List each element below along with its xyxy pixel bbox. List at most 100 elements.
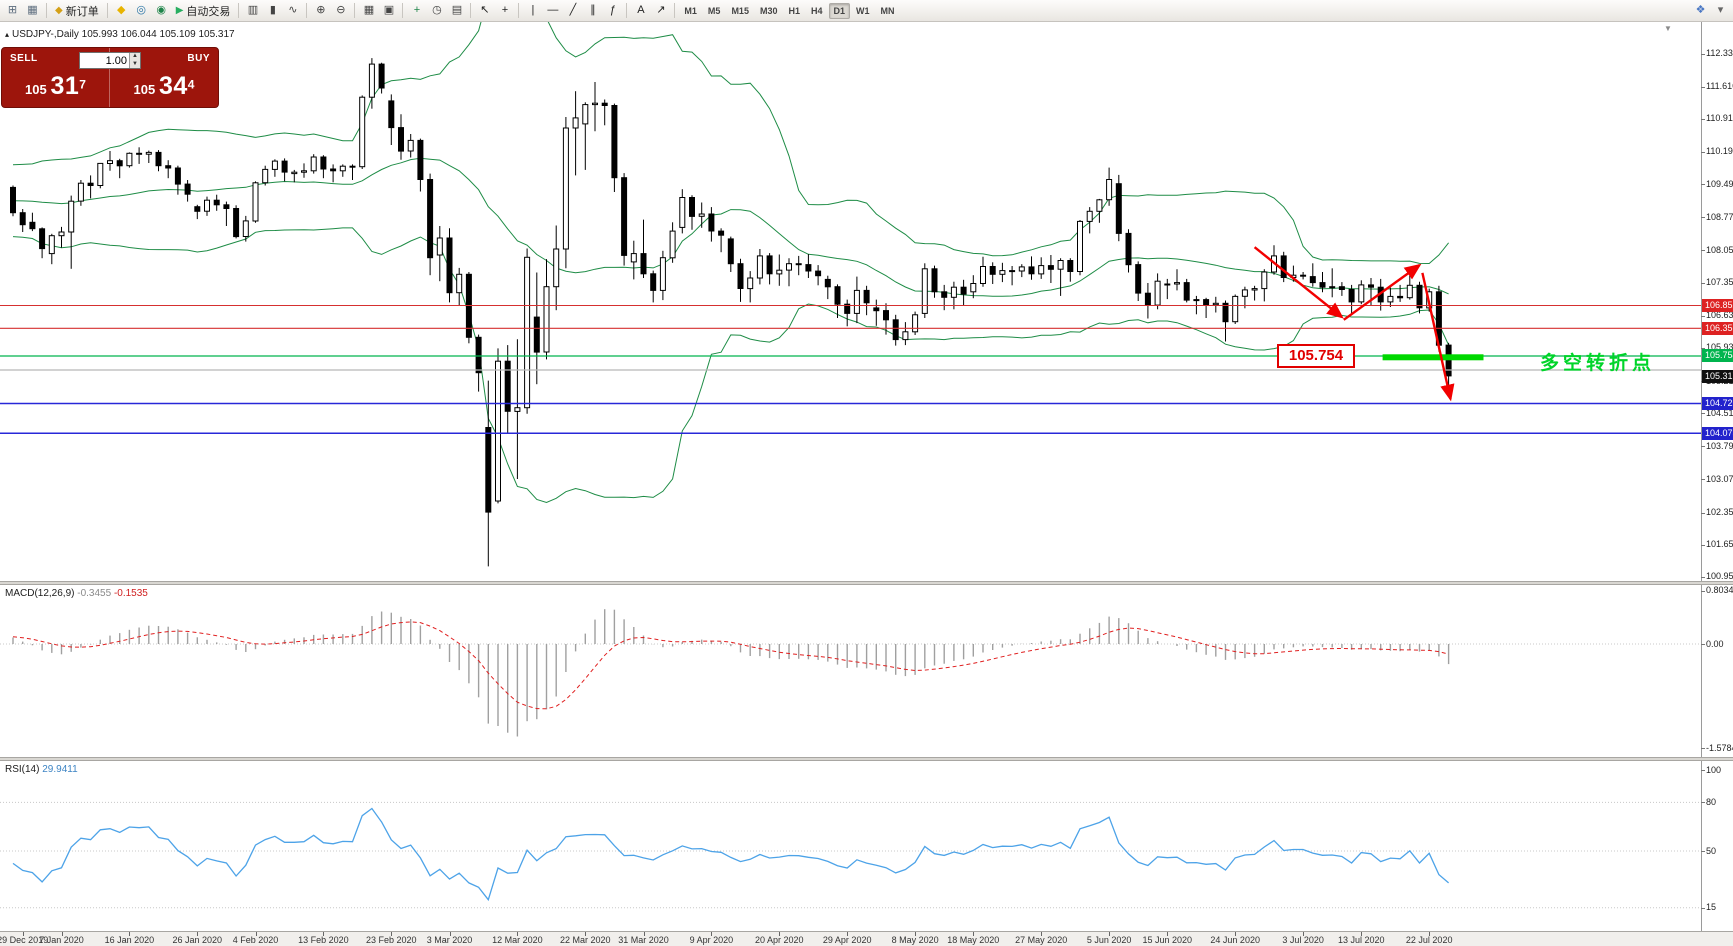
toolbar: ⊞ ▦ ◆ 新订单 ◆ ◎ ◉ ▶ 自动交易 ▥ ▮ ∿ ⊕ ⊖ ▦ ▣ + ◷ ▤ ↖ + | — ╱ ∥ ƒ A ↗ M1 M5 M15…: [0, 0, 1733, 22]
periods-icon[interactable]: ◷: [432, 3, 442, 16]
lot-decrease-button[interactable]: ▼: [130, 60, 140, 68]
rsi-axis-label: 80: [1706, 796, 1717, 807]
date-tick: [973, 932, 975, 936]
toolbar-separator: [106, 3, 108, 18]
trendline-icon[interactable]: ╱: [569, 3, 577, 16]
date-label: 16 Jan 2020: [104, 935, 155, 945]
new-order-button[interactable]: ◆ 新订单: [51, 2, 103, 20]
arrows-icon[interactable]: ↗: [656, 3, 666, 16]
timeframe-button-d1[interactable]: D1: [828, 2, 851, 19]
price-axis-label: 109.490: [1706, 178, 1733, 189]
price-axis-label: 108.770: [1706, 211, 1733, 222]
toolbar-separator: [470, 3, 472, 18]
date-label: 29 Apr 2020: [822, 935, 872, 945]
buy-button[interactable]: BUY 105 344: [110, 48, 218, 107]
profiles-icon[interactable]: ▦: [27, 3, 38, 16]
text-label-icon[interactable]: A: [637, 3, 645, 16]
date-tick: [1041, 932, 1043, 936]
timeframe-button-h4[interactable]: H4: [810, 5, 823, 16]
date-tick: [449, 932, 451, 936]
macd-axis-label: 0.00: [1706, 638, 1724, 649]
rsi-panel[interactable]: [0, 801, 1702, 909]
community-icon[interactable]: ❖: [1695, 3, 1706, 16]
panel-divider[interactable]: [0, 581, 1733, 585]
rsi-axis-tick: [1701, 907, 1705, 909]
candles-layer: [10, 58, 1452, 567]
timeframe-button-mn[interactable]: MN: [880, 5, 895, 16]
toolbar-separator: [306, 3, 308, 18]
timeframe-button-w1[interactable]: W1: [856, 5, 870, 16]
date-label: 31 Mar 2020: [618, 935, 669, 945]
channel-icon[interactable]: ∥: [590, 3, 596, 16]
buy-price: 105 344: [133, 72, 195, 100]
horizontal-line-icon[interactable]: —: [547, 3, 559, 16]
date-tick: [915, 932, 917, 936]
new-chart-icon[interactable]: ⊞: [7, 3, 18, 16]
price-axis-tick: [1701, 217, 1705, 219]
price-axis-tick: [1701, 413, 1705, 415]
rsi-axis-label: 50: [1706, 845, 1717, 856]
timeframe-button-m5[interactable]: M5: [707, 5, 721, 16]
toolbar-separator: [518, 3, 520, 18]
date-tick: [391, 932, 393, 936]
date-label: 23 Feb 2020: [366, 935, 417, 945]
drawing-objects-layer[interactable]: [1253, 246, 1484, 402]
sell-price: 105 317: [25, 72, 86, 100]
zoom-out-icon[interactable]: ⊖: [336, 3, 346, 16]
vertical-line-icon[interactable]: |: [531, 3, 535, 16]
panel-divider[interactable]: [0, 757, 1733, 761]
templates-icon[interactable]: ▤: [451, 3, 463, 16]
macd-panel[interactable]: [0, 609, 1702, 737]
sell-button[interactable]: SELL 105 317: [2, 48, 110, 107]
timeframe-button-m15[interactable]: M15: [731, 5, 749, 16]
sell-label: SELL: [10, 53, 38, 64]
date-tick: [643, 932, 645, 936]
date-tick: [517, 932, 519, 936]
date-label: 24 Jun 2020: [1210, 935, 1260, 945]
timeframe-button-h1[interactable]: H1: [788, 5, 800, 16]
toolbar-separator: [402, 3, 404, 18]
turning-point-annotation[interactable]: 多空转折点: [1540, 353, 1656, 374]
price-axis-label: 100.950: [1706, 571, 1733, 582]
metaeditor-icon[interactable]: ◆: [116, 3, 126, 16]
tile-windows-icon[interactable]: ▦: [363, 3, 375, 16]
price-axis-label: 106.630: [1706, 310, 1733, 321]
timeframe-button-m30[interactable]: M30: [759, 5, 778, 16]
date-label: 26 Jan 2020: [172, 935, 223, 945]
one-click-trading-panel: SELL 105 317 BUY 105 344 ▲ ▼: [1, 47, 219, 108]
date-label: 18 May 2020: [947, 935, 1000, 945]
date-tick: [22, 932, 24, 936]
toolbar-separator: [626, 3, 628, 18]
arrange-windows-icon[interactable]: ▣: [383, 3, 395, 16]
candle-chart-icon[interactable]: ▮: [269, 3, 276, 16]
lot-increase-button[interactable]: ▲: [130, 53, 140, 61]
line-chart-icon[interactable]: ∿: [288, 3, 298, 16]
terminal-icon[interactable]: ◎: [136, 3, 146, 16]
chart-title: ▴ USDJPY-,Daily 105.993 106.044 105.109 1…: [5, 29, 235, 40]
macd-axis-label: 0.8034: [1706, 585, 1733, 596]
navigator-icon[interactable]: ◉: [156, 3, 166, 16]
price-axis-label: 105.930: [1706, 342, 1733, 353]
macd-axis-label: -1.5784: [1706, 742, 1733, 753]
main-chart-layer[interactable]: [0, 0, 1702, 567]
zoom-in-icon[interactable]: ⊕: [316, 3, 326, 16]
bollinger-bands: [12, 22, 1450, 504]
lot-size-input[interactable]: [80, 53, 129, 68]
fibonacci-icon[interactable]: ƒ: [609, 3, 616, 16]
indicators-icon[interactable]: +: [413, 3, 421, 16]
date-label: 22 Mar 2020: [560, 935, 611, 945]
timeframe-button-m1[interactable]: M1: [684, 5, 697, 16]
date-label: 27 May 2020: [1015, 935, 1068, 945]
autotrade-button[interactable]: ▶ 自动交易: [172, 2, 235, 20]
cursor-icon[interactable]: ↖: [480, 3, 490, 16]
price-annotation-label[interactable]: 105.754: [1277, 344, 1355, 368]
date-label: 13 Jul 2020: [1338, 935, 1385, 945]
rsi-axis-label: 15: [1706, 902, 1717, 913]
bar-chart-icon[interactable]: ▥: [247, 3, 259, 16]
toolbar-overflow-icon[interactable]: ▾: [1717, 3, 1724, 16]
crosshair-icon[interactable]: +: [501, 3, 509, 16]
symbol-marker-icon: ▴: [5, 30, 10, 39]
date-axis[interactable]: 29 Dec 2019 7 Jan 2020 16 Jan 2020 26 Jan 2…: [0, 931, 1733, 946]
